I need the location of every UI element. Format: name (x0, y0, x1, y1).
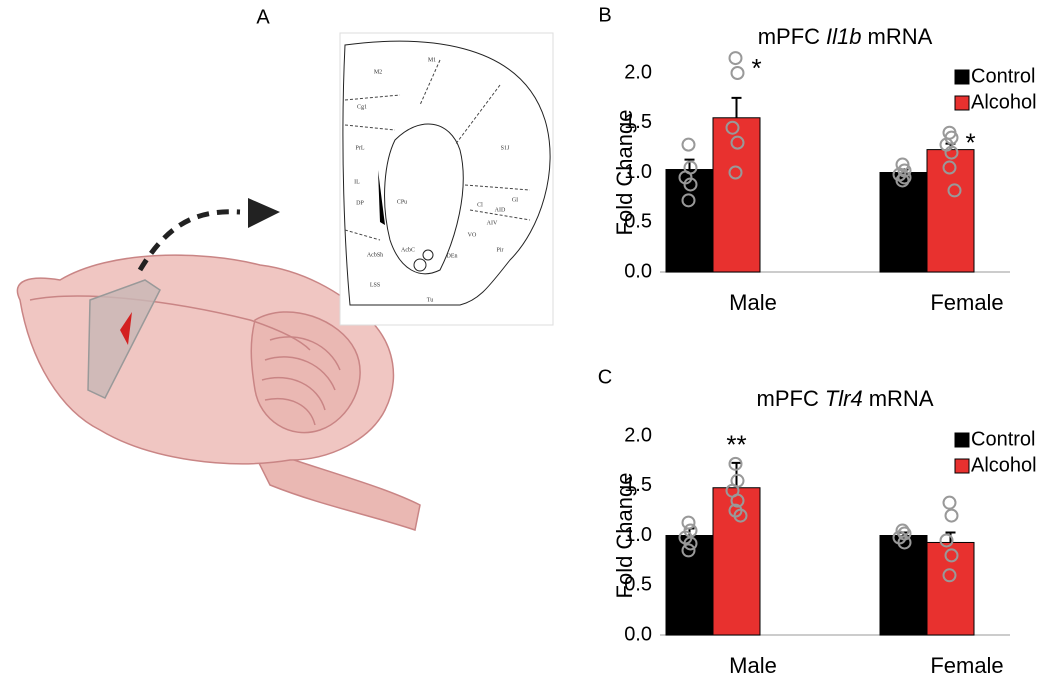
atlas-label: CPu (397, 199, 407, 205)
data-point (733, 508, 748, 523)
data-point (942, 495, 957, 510)
x-tick-label: Female (930, 653, 1003, 676)
atlas-label: GI (512, 197, 518, 203)
atlas-label: AcbSh (367, 252, 383, 258)
data-point (939, 533, 954, 548)
error-bar (731, 96, 742, 118)
atlas-label: Cl (477, 202, 483, 208)
data-point (681, 515, 696, 530)
x-tick-label: Female (930, 290, 1003, 315)
error-bar (945, 531, 956, 543)
legend-swatch (954, 69, 970, 85)
data-point (942, 568, 957, 583)
legend-label: Control (971, 65, 1035, 87)
atlas-label: S1J (501, 145, 510, 151)
significance-label: ** (726, 430, 746, 460)
atlas-label: Cg1 (357, 104, 367, 110)
significance-label: * (751, 53, 761, 83)
data-point (683, 177, 698, 192)
bar (879, 535, 928, 636)
data-point (683, 536, 698, 551)
legend-label: Control (971, 428, 1035, 450)
chart-title: mPFC Il1b mRNA (758, 24, 933, 49)
data-point (725, 120, 740, 135)
bar (879, 172, 928, 273)
bar (926, 541, 975, 636)
legend-swatch (954, 432, 970, 448)
x-tick-label: Male (729, 653, 777, 676)
legend-swatch (954, 95, 970, 111)
title-part: mPFC (758, 24, 820, 49)
bar (926, 149, 975, 273)
data-point (944, 508, 959, 523)
legend-label: Alcohol (971, 91, 1037, 113)
data-point (681, 193, 696, 208)
title-part: Tlr4 (825, 386, 863, 411)
atlas-label: Pir (496, 247, 503, 253)
y-tick-label: 1.0 (624, 161, 652, 183)
title-part: mRNA (868, 24, 933, 49)
bar (665, 169, 714, 273)
data-point (730, 493, 745, 508)
x-tick-label: Male (729, 290, 777, 315)
data-point (942, 160, 957, 175)
atlas-section: M2 M1 Cg1 PrL IL DP CPu S1J Cl GI AID AIV VO DEn Pir Ac… (339, 32, 554, 326)
data-point (728, 165, 743, 180)
atlas-label: LSS (370, 282, 380, 288)
data-point (730, 66, 745, 80)
y-tick-label: 0.5 (624, 211, 652, 233)
atlas-label: AID (495, 207, 506, 213)
atlas-label: AcbC (401, 247, 415, 253)
data-point (897, 535, 912, 550)
atlas-label: DEn (447, 253, 458, 259)
panel-label: A (256, 6, 270, 28)
y-tick-label: 2.0 (624, 61, 652, 83)
y-axis-label: Fold Change (612, 473, 637, 599)
y-tick-label: 0.0 (624, 623, 652, 645)
y-axis-label: Fold Change (612, 110, 637, 236)
data-point (947, 183, 962, 198)
data-point (944, 548, 959, 563)
data-point (728, 51, 743, 66)
title-part: Il1b (826, 24, 861, 49)
atlas-label: Tu (427, 297, 433, 303)
data-point (895, 157, 910, 172)
data-point (681, 137, 696, 152)
brain-illustration (16, 198, 421, 531)
bar (712, 487, 761, 636)
legend-label: Alcohol (971, 454, 1037, 476)
chart-title: mPFC Tlr4 mRNA (757, 386, 934, 411)
atlas-label: M1 (428, 57, 436, 63)
title-part: mPFC (757, 386, 819, 411)
data-point (897, 170, 912, 185)
title-part: mRNA (869, 386, 934, 411)
data-point (728, 456, 743, 471)
data-point (730, 135, 745, 150)
panel-label: B (598, 4, 611, 26)
y-tick-label: 1.5 (624, 111, 652, 133)
data-point (944, 145, 959, 160)
y-tick-label: 0.0 (624, 260, 652, 282)
atlas-label: PrL (356, 145, 365, 151)
data-point (895, 173, 910, 188)
y-tick-label: 1.0 (624, 524, 652, 546)
significance-label: * (965, 128, 975, 158)
bar (712, 117, 761, 273)
bar (665, 535, 714, 636)
atlas-label: IL (354, 179, 360, 185)
y-tick-label: 2.0 (624, 424, 652, 446)
atlas-label: AIV (487, 220, 498, 226)
panel-label: C (598, 366, 612, 388)
legend-swatch (954, 458, 970, 474)
data-point (681, 543, 696, 558)
atlas-label: M2 (374, 69, 382, 75)
atlas-label: VO (468, 232, 477, 238)
y-tick-label: 0.5 (624, 574, 652, 596)
y-tick-label: 1.5 (624, 474, 652, 496)
atlas-label: DP (356, 200, 364, 206)
